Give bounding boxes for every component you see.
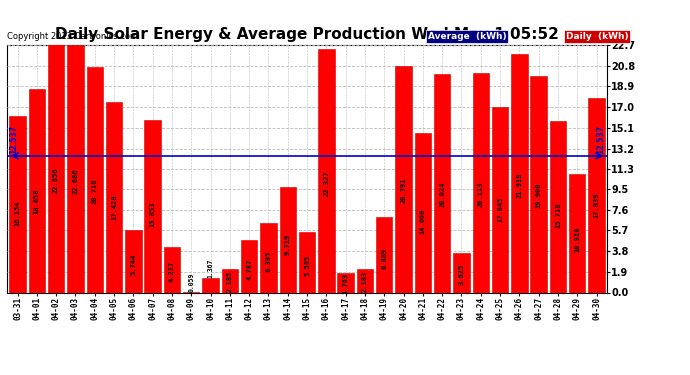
Text: 4.217: 4.217 bbox=[169, 261, 175, 282]
Text: 22.686: 22.686 bbox=[72, 168, 79, 194]
Bar bbox=[376, 217, 393, 292]
Text: Copyright 2013 Cartronics.com: Copyright 2013 Cartronics.com bbox=[7, 32, 138, 41]
Bar bbox=[299, 232, 315, 292]
Text: 22.327: 22.327 bbox=[324, 170, 329, 196]
Text: 15.718: 15.718 bbox=[555, 202, 561, 228]
Bar bbox=[511, 54, 528, 292]
Text: 12.537: 12.537 bbox=[596, 125, 605, 154]
Bar bbox=[492, 106, 509, 292]
Bar bbox=[434, 74, 451, 292]
Text: 12.537: 12.537 bbox=[9, 125, 18, 154]
Bar bbox=[589, 98, 605, 292]
Text: 4.787: 4.787 bbox=[246, 258, 252, 280]
Text: 20.113: 20.113 bbox=[477, 181, 484, 207]
Bar bbox=[531, 75, 547, 292]
Text: 6.395: 6.395 bbox=[266, 251, 271, 272]
Text: 15.853: 15.853 bbox=[150, 202, 156, 228]
Text: 20.791: 20.791 bbox=[401, 178, 406, 203]
Bar bbox=[9, 116, 26, 292]
Text: 18.658: 18.658 bbox=[34, 188, 40, 214]
Bar bbox=[125, 230, 141, 292]
Bar bbox=[221, 268, 238, 292]
Text: 5.565: 5.565 bbox=[304, 255, 310, 276]
Text: 17.839: 17.839 bbox=[593, 192, 600, 218]
Text: 20.716: 20.716 bbox=[92, 178, 98, 204]
Bar bbox=[279, 186, 296, 292]
Title: Daily Solar Energy & Average Production Wed May 1 05:52: Daily Solar Energy & Average Production … bbox=[55, 27, 559, 42]
Bar bbox=[318, 49, 335, 292]
Text: 9.719: 9.719 bbox=[285, 234, 290, 255]
Bar bbox=[395, 66, 412, 292]
Bar bbox=[86, 67, 103, 292]
Bar bbox=[144, 120, 161, 292]
Bar bbox=[260, 223, 277, 292]
Text: 17.045: 17.045 bbox=[497, 196, 503, 222]
Bar bbox=[28, 89, 45, 292]
Bar bbox=[453, 253, 470, 292]
Text: 2.185: 2.185 bbox=[227, 271, 233, 292]
Bar bbox=[202, 278, 219, 292]
Bar bbox=[337, 273, 354, 292]
Text: 22.856: 22.856 bbox=[53, 168, 59, 193]
Bar bbox=[550, 121, 566, 292]
Bar bbox=[67, 45, 83, 292]
Bar bbox=[473, 73, 489, 292]
Text: 10.910: 10.910 bbox=[574, 226, 580, 252]
Text: 2.183: 2.183 bbox=[362, 271, 368, 292]
Text: 21.919: 21.919 bbox=[516, 172, 522, 198]
Text: 17.428: 17.428 bbox=[111, 194, 117, 220]
Text: 1.367: 1.367 bbox=[208, 259, 213, 278]
Text: Average  (kWh): Average (kWh) bbox=[428, 32, 506, 41]
Bar bbox=[241, 240, 257, 292]
Text: Daily  (kWh): Daily (kWh) bbox=[566, 32, 629, 41]
Text: 5.744: 5.744 bbox=[130, 254, 137, 275]
Text: 1.763: 1.763 bbox=[343, 273, 348, 294]
Text: 19.900: 19.900 bbox=[535, 182, 542, 208]
Text: 14.600: 14.600 bbox=[420, 208, 426, 234]
Text: 3.625: 3.625 bbox=[458, 264, 464, 285]
Bar bbox=[106, 102, 122, 292]
Bar bbox=[357, 269, 373, 292]
Bar bbox=[164, 246, 180, 292]
Text: 16.154: 16.154 bbox=[14, 201, 21, 226]
Text: 0.059: 0.059 bbox=[188, 273, 195, 292]
Bar bbox=[569, 174, 586, 292]
Text: 6.889: 6.889 bbox=[382, 248, 387, 269]
Text: 20.024: 20.024 bbox=[439, 182, 445, 207]
Bar bbox=[415, 134, 431, 292]
Bar bbox=[48, 43, 64, 292]
